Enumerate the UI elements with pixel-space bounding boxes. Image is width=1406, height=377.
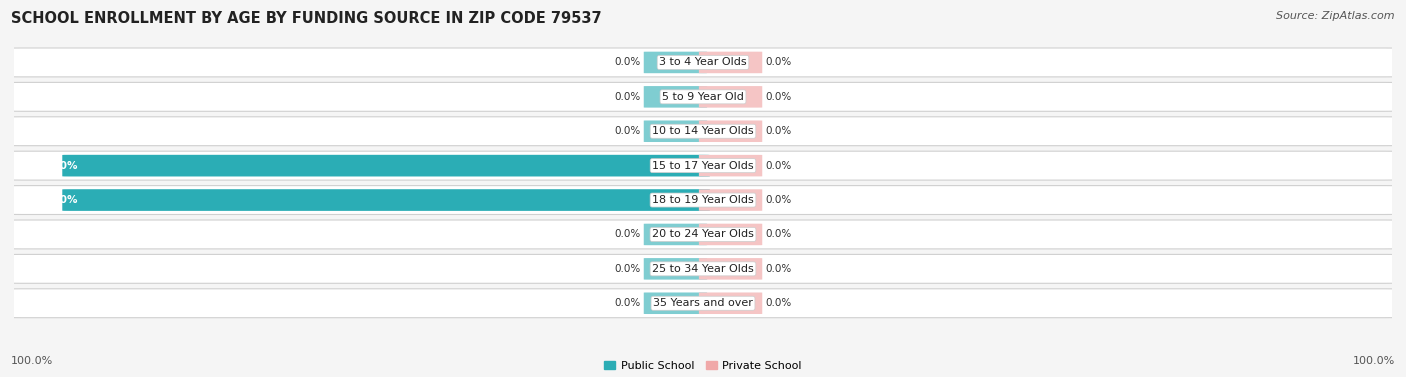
Text: 0.0%: 0.0% [765,230,792,239]
FancyBboxPatch shape [7,254,1399,283]
Text: 18 to 19 Year Olds: 18 to 19 Year Olds [652,195,754,205]
Text: 0.0%: 0.0% [614,92,641,102]
FancyBboxPatch shape [7,151,1399,180]
Text: 20 to 24 Year Olds: 20 to 24 Year Olds [652,230,754,239]
FancyBboxPatch shape [7,117,1399,146]
FancyBboxPatch shape [7,220,1399,249]
FancyBboxPatch shape [62,189,710,211]
Text: 0.0%: 0.0% [614,126,641,136]
Text: 15 to 17 Year Olds: 15 to 17 Year Olds [652,161,754,171]
Text: 10 to 14 Year Olds: 10 to 14 Year Olds [652,126,754,136]
FancyBboxPatch shape [7,289,1399,318]
FancyBboxPatch shape [7,48,1399,77]
Text: 0.0%: 0.0% [765,264,792,274]
Text: 25 to 34 Year Olds: 25 to 34 Year Olds [652,264,754,274]
Text: 35 Years and over: 35 Years and over [652,298,754,308]
FancyBboxPatch shape [62,155,710,176]
Text: 0.0%: 0.0% [765,298,792,308]
FancyBboxPatch shape [644,52,707,73]
FancyBboxPatch shape [699,224,762,245]
FancyBboxPatch shape [699,293,762,314]
Text: 100.0%: 100.0% [11,356,53,366]
Text: 5 to 9 Year Old: 5 to 9 Year Old [662,92,744,102]
FancyBboxPatch shape [699,258,762,280]
Legend: Public School, Private School: Public School, Private School [600,357,806,375]
FancyBboxPatch shape [699,155,762,176]
Text: 0.0%: 0.0% [765,57,792,67]
FancyBboxPatch shape [644,86,707,107]
FancyBboxPatch shape [644,224,707,245]
Text: 0.0%: 0.0% [614,298,641,308]
Text: 100.0%: 100.0% [35,161,79,171]
FancyBboxPatch shape [699,121,762,142]
Text: 0.0%: 0.0% [765,195,792,205]
FancyBboxPatch shape [7,83,1399,111]
Text: 3 to 4 Year Olds: 3 to 4 Year Olds [659,57,747,67]
FancyBboxPatch shape [644,293,707,314]
Text: 0.0%: 0.0% [614,230,641,239]
FancyBboxPatch shape [699,52,762,73]
FancyBboxPatch shape [644,121,707,142]
Text: 0.0%: 0.0% [614,264,641,274]
Text: 0.0%: 0.0% [765,126,792,136]
FancyBboxPatch shape [699,86,762,107]
FancyBboxPatch shape [644,258,707,280]
FancyBboxPatch shape [699,189,762,211]
Text: 100.0%: 100.0% [1353,356,1395,366]
Text: 0.0%: 0.0% [614,57,641,67]
Text: 0.0%: 0.0% [765,92,792,102]
Text: 100.0%: 100.0% [35,195,79,205]
Text: Source: ZipAtlas.com: Source: ZipAtlas.com [1277,11,1395,21]
FancyBboxPatch shape [7,185,1399,215]
Text: SCHOOL ENROLLMENT BY AGE BY FUNDING SOURCE IN ZIP CODE 79537: SCHOOL ENROLLMENT BY AGE BY FUNDING SOUR… [11,11,602,26]
Text: 0.0%: 0.0% [765,161,792,171]
